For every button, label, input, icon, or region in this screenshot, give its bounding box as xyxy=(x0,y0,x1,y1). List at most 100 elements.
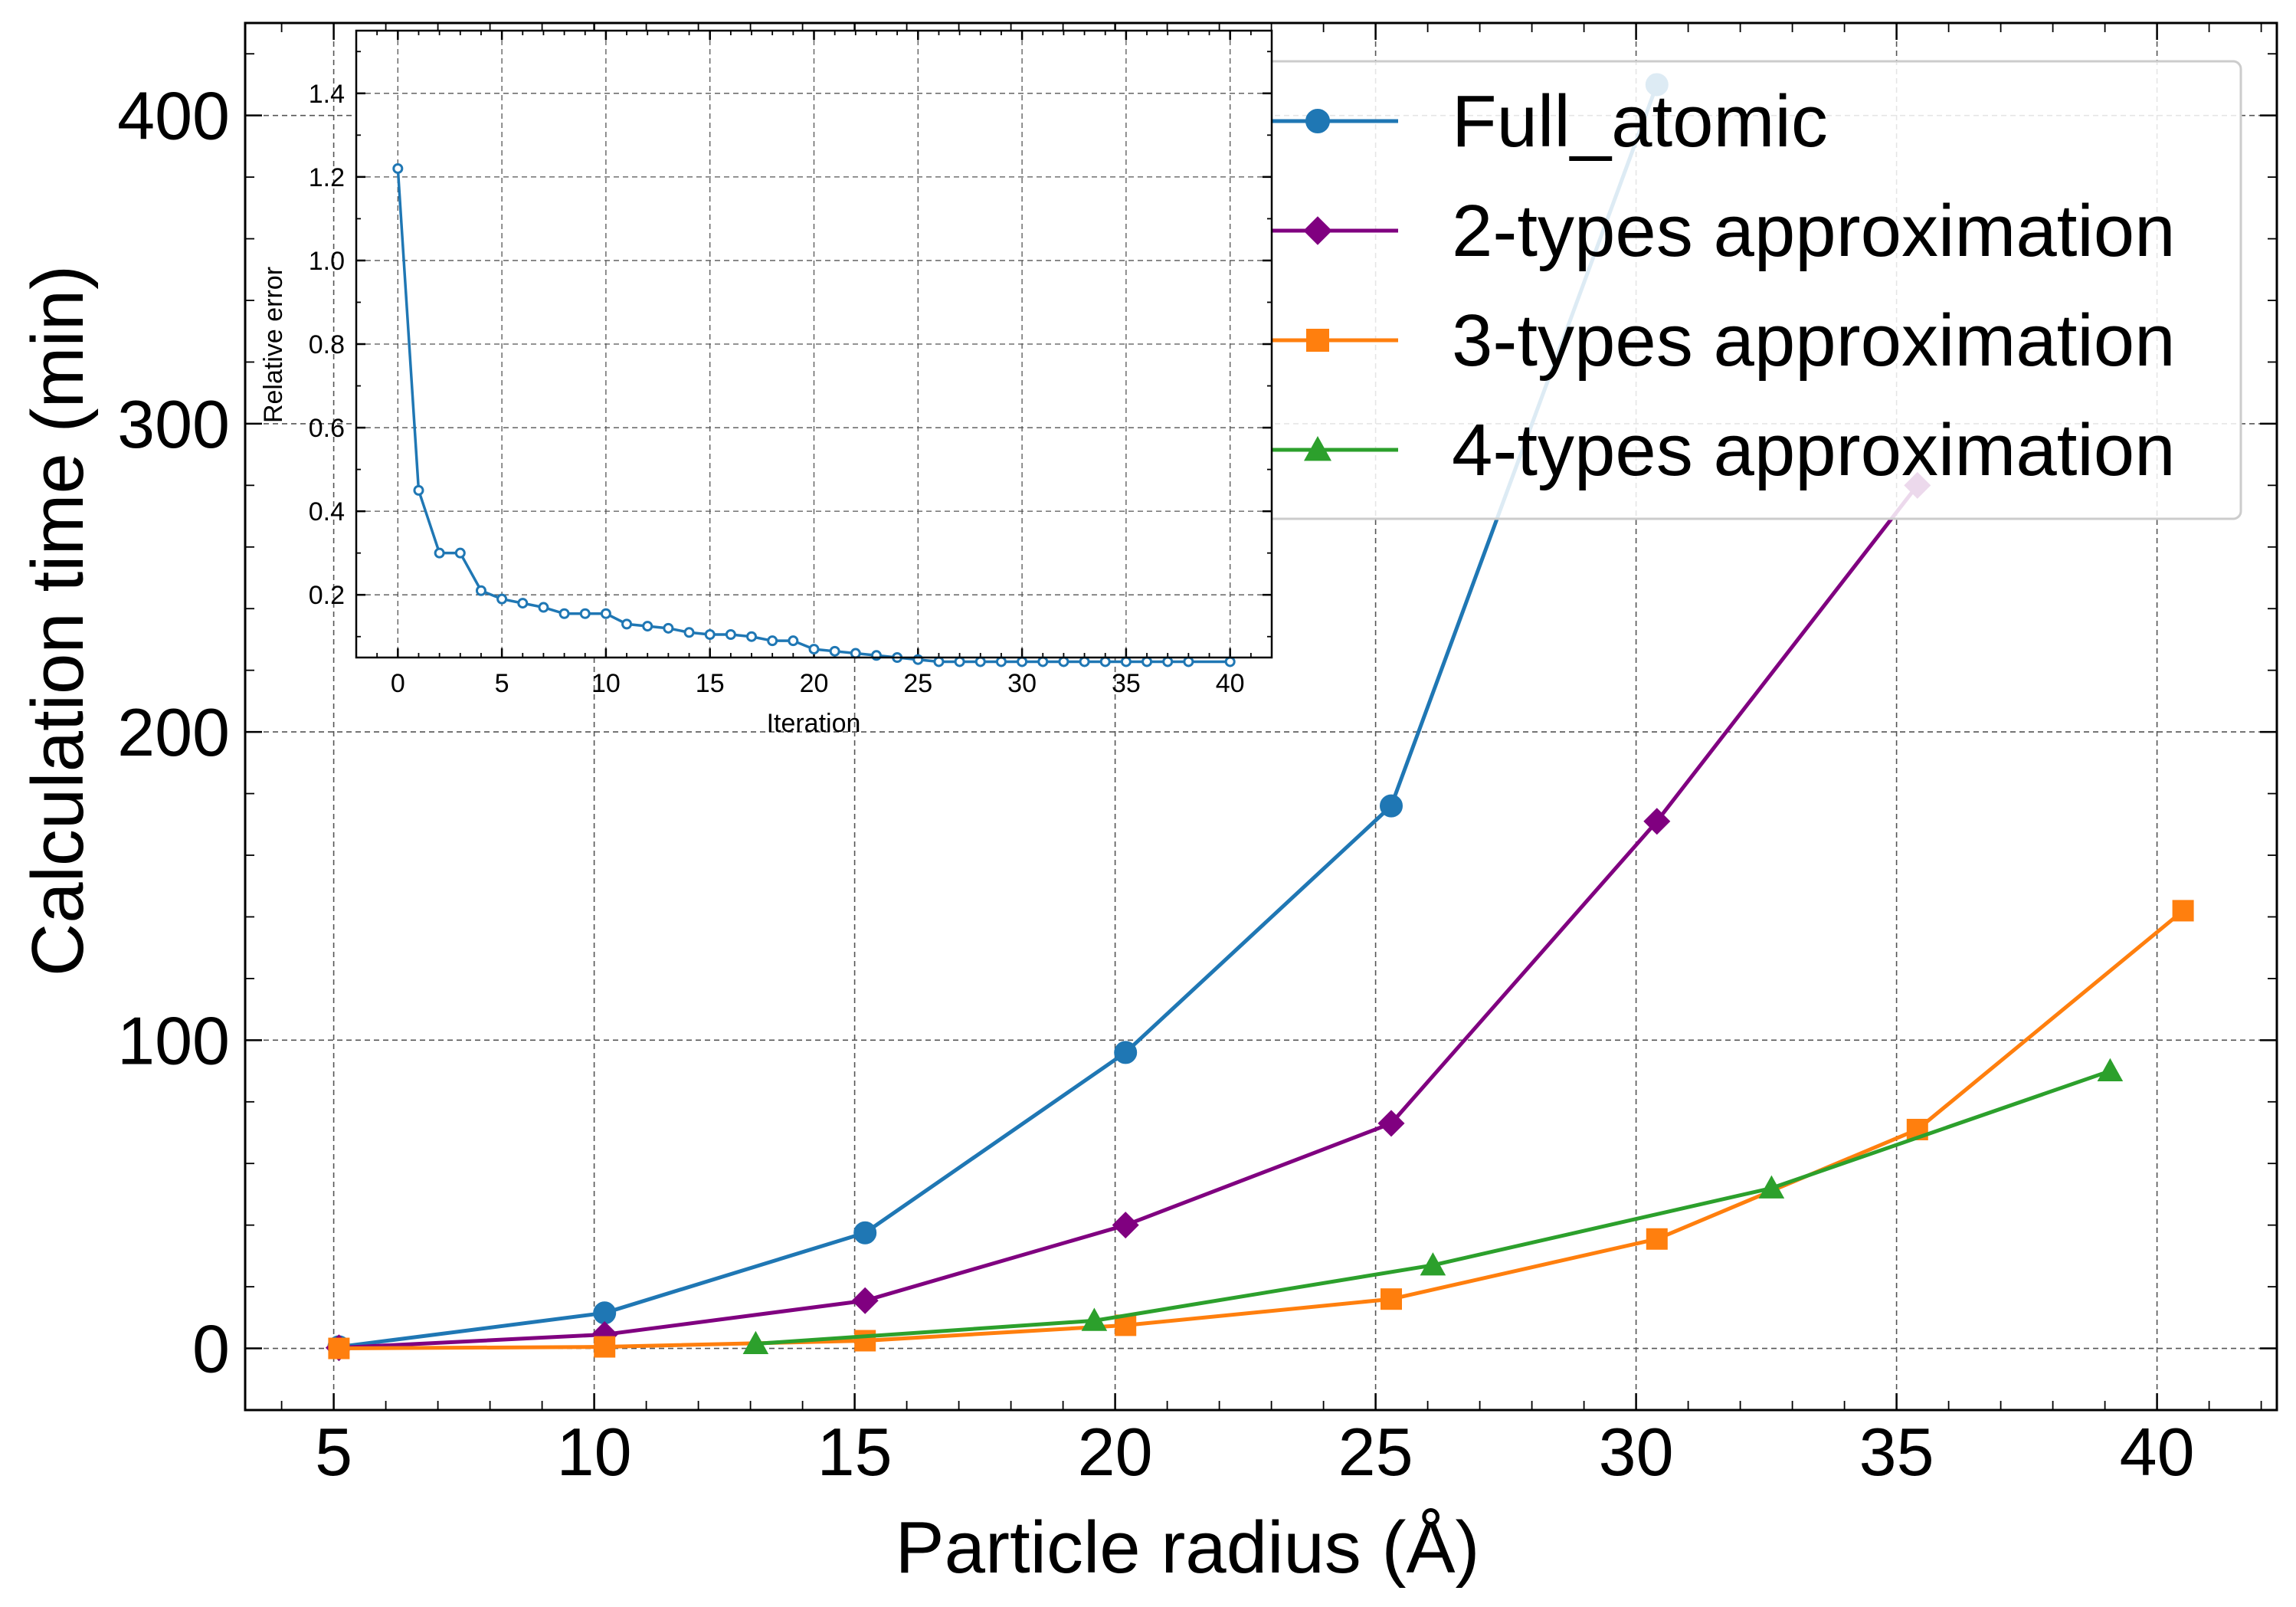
main-ticks xyxy=(245,23,2277,1411)
data-point-3-types-approximation xyxy=(1381,1288,1402,1310)
legend-entry-4-types-approximation: 4-types approximation xyxy=(1237,409,2175,491)
inset-x-tick-label: 30 xyxy=(1007,669,1037,698)
main-x-tick-label: 40 xyxy=(2120,1414,2195,1490)
inset-data-point xyxy=(974,656,986,667)
data-point-full-atomic xyxy=(593,1301,617,1325)
inset-y-tick-label: 0.2 xyxy=(309,581,345,610)
inset-data-point xyxy=(517,598,529,609)
data-point-3-types-approximation xyxy=(328,1337,350,1359)
legend-marker-4-types-approximation xyxy=(1304,436,1331,461)
inset-x-tick-label: 5 xyxy=(495,669,509,698)
inset-data-point xyxy=(725,629,736,641)
inset-data-point xyxy=(1141,656,1153,667)
main-x-tick-label: 30 xyxy=(1599,1414,1674,1490)
inset-plot-frame xyxy=(355,29,1273,659)
inset-x-axis-label: Iteration xyxy=(767,709,861,738)
inset-series-relative-error xyxy=(392,162,1236,667)
inset-x-tick-label: 15 xyxy=(696,669,725,698)
inset-data-point xyxy=(538,602,549,613)
series-3-types-approximation xyxy=(328,900,2194,1359)
main-y-tick-label: 300 xyxy=(117,386,230,462)
inset-data-point xyxy=(1099,656,1111,667)
legend-label-3-types-approximation: 3-types approximation xyxy=(1452,300,2175,382)
inset-data-point xyxy=(808,644,820,655)
data-point-2-types-approximation xyxy=(1112,1212,1139,1239)
data-point-2-types-approximation xyxy=(1377,1110,1405,1137)
data-point-3-types-approximation xyxy=(2172,900,2194,922)
inset-data-point xyxy=(496,593,508,605)
data-point-full-atomic xyxy=(1114,1041,1138,1064)
main-x-tick-label: 15 xyxy=(817,1414,893,1490)
main-y-tick-label: 0 xyxy=(192,1311,230,1387)
inset-data-point xyxy=(579,608,591,619)
data-point-3-types-approximation xyxy=(1646,1228,1668,1250)
data-point-4-types-approximation xyxy=(1758,1175,1785,1199)
inset-y-tick-label: 0.4 xyxy=(309,497,345,526)
main-x-tick-label: 10 xyxy=(557,1414,632,1490)
legend-marker-3-types-approximation xyxy=(1306,329,1329,352)
inset-data-point xyxy=(829,645,840,657)
inset-data-point xyxy=(454,547,466,559)
legend-label-full-atomic: Full_atomic xyxy=(1452,80,1828,162)
inset-y-tick-label: 1.4 xyxy=(309,80,345,109)
main-x-axis-label: Particle radius (Å) xyxy=(896,1507,1480,1589)
main-x-tick-label: 35 xyxy=(1859,1414,1934,1490)
inset-y-tick-label: 1.0 xyxy=(309,247,345,276)
inset-data-point xyxy=(1183,656,1194,667)
inset-data-point xyxy=(642,621,653,632)
inset-data-point xyxy=(746,631,758,642)
legend-marker-2-types-approximation xyxy=(1303,216,1332,245)
inset-x-tick-label: 0 xyxy=(391,669,405,698)
series-line-full-atomic xyxy=(339,84,1659,1350)
inset-y-tick-label: 1.2 xyxy=(309,163,345,192)
inset-data-point xyxy=(767,635,778,647)
inset-data-point xyxy=(1224,656,1236,667)
inset-data-point xyxy=(558,608,570,619)
series-line-3-types-approximation xyxy=(339,909,2185,1351)
data-point-full-atomic xyxy=(853,1221,877,1245)
legend-marker-full-atomic xyxy=(1305,109,1330,133)
main-y-axis-label: Calculation time (min) xyxy=(17,265,99,976)
inset-data-point xyxy=(683,627,695,638)
inset-x-tick-label: 40 xyxy=(1216,669,1245,698)
inset-data-point xyxy=(788,635,799,647)
inset-data-point xyxy=(1162,656,1174,667)
inset-series-line xyxy=(396,168,1230,664)
inset-y-tick-label: 0.6 xyxy=(309,414,345,443)
inset-data-point xyxy=(1058,656,1069,667)
legend-entry-2-types-approximation: 2-types approximation xyxy=(1237,190,2175,272)
inset-data-point xyxy=(704,629,716,641)
inset-data-point xyxy=(392,162,404,174)
legend-entry-full-atomic: Full_atomic xyxy=(1237,80,1828,162)
inset-data-point xyxy=(413,484,424,496)
main-plot-frame xyxy=(244,21,2278,1412)
data-point-4-types-approximation xyxy=(1420,1252,1446,1276)
inset-data-point xyxy=(434,547,445,559)
inset-data-point xyxy=(1079,656,1090,667)
main-x-tick-label: 25 xyxy=(1338,1414,1413,1490)
inset-y-axis-label: Relative error xyxy=(259,267,288,423)
data-point-2-types-approximation xyxy=(1643,808,1671,835)
inset-data-point xyxy=(600,608,611,619)
inset-data-point xyxy=(1017,656,1028,667)
inset-data-point xyxy=(1120,656,1132,667)
legend-entry-3-types-approximation: 3-types approximation xyxy=(1237,300,2175,382)
inset-series xyxy=(392,162,1236,667)
legend-label-4-types-approximation: 4-types approximation xyxy=(1452,409,2175,491)
data-point-3-types-approximation xyxy=(594,1336,616,1358)
inset-y-tick-label: 0.8 xyxy=(309,330,345,359)
data-point-full-atomic xyxy=(1380,794,1403,818)
legend: Full_atomic 2-types approximation 3-types … xyxy=(1213,60,2242,520)
main-x-tick-label: 20 xyxy=(1078,1414,1153,1490)
data-point-4-types-approximation xyxy=(1081,1307,1108,1331)
inset-grid xyxy=(356,31,1272,658)
data-point-2-types-approximation xyxy=(851,1287,879,1314)
inset-data-point xyxy=(850,648,861,659)
main-y-tick-label: 200 xyxy=(117,694,230,770)
inset-data-point xyxy=(933,656,945,667)
series-4-types-approximation xyxy=(742,1058,2124,1354)
main-y-tick-label: 400 xyxy=(117,78,230,154)
inset-x-tick-label: 20 xyxy=(800,669,829,698)
